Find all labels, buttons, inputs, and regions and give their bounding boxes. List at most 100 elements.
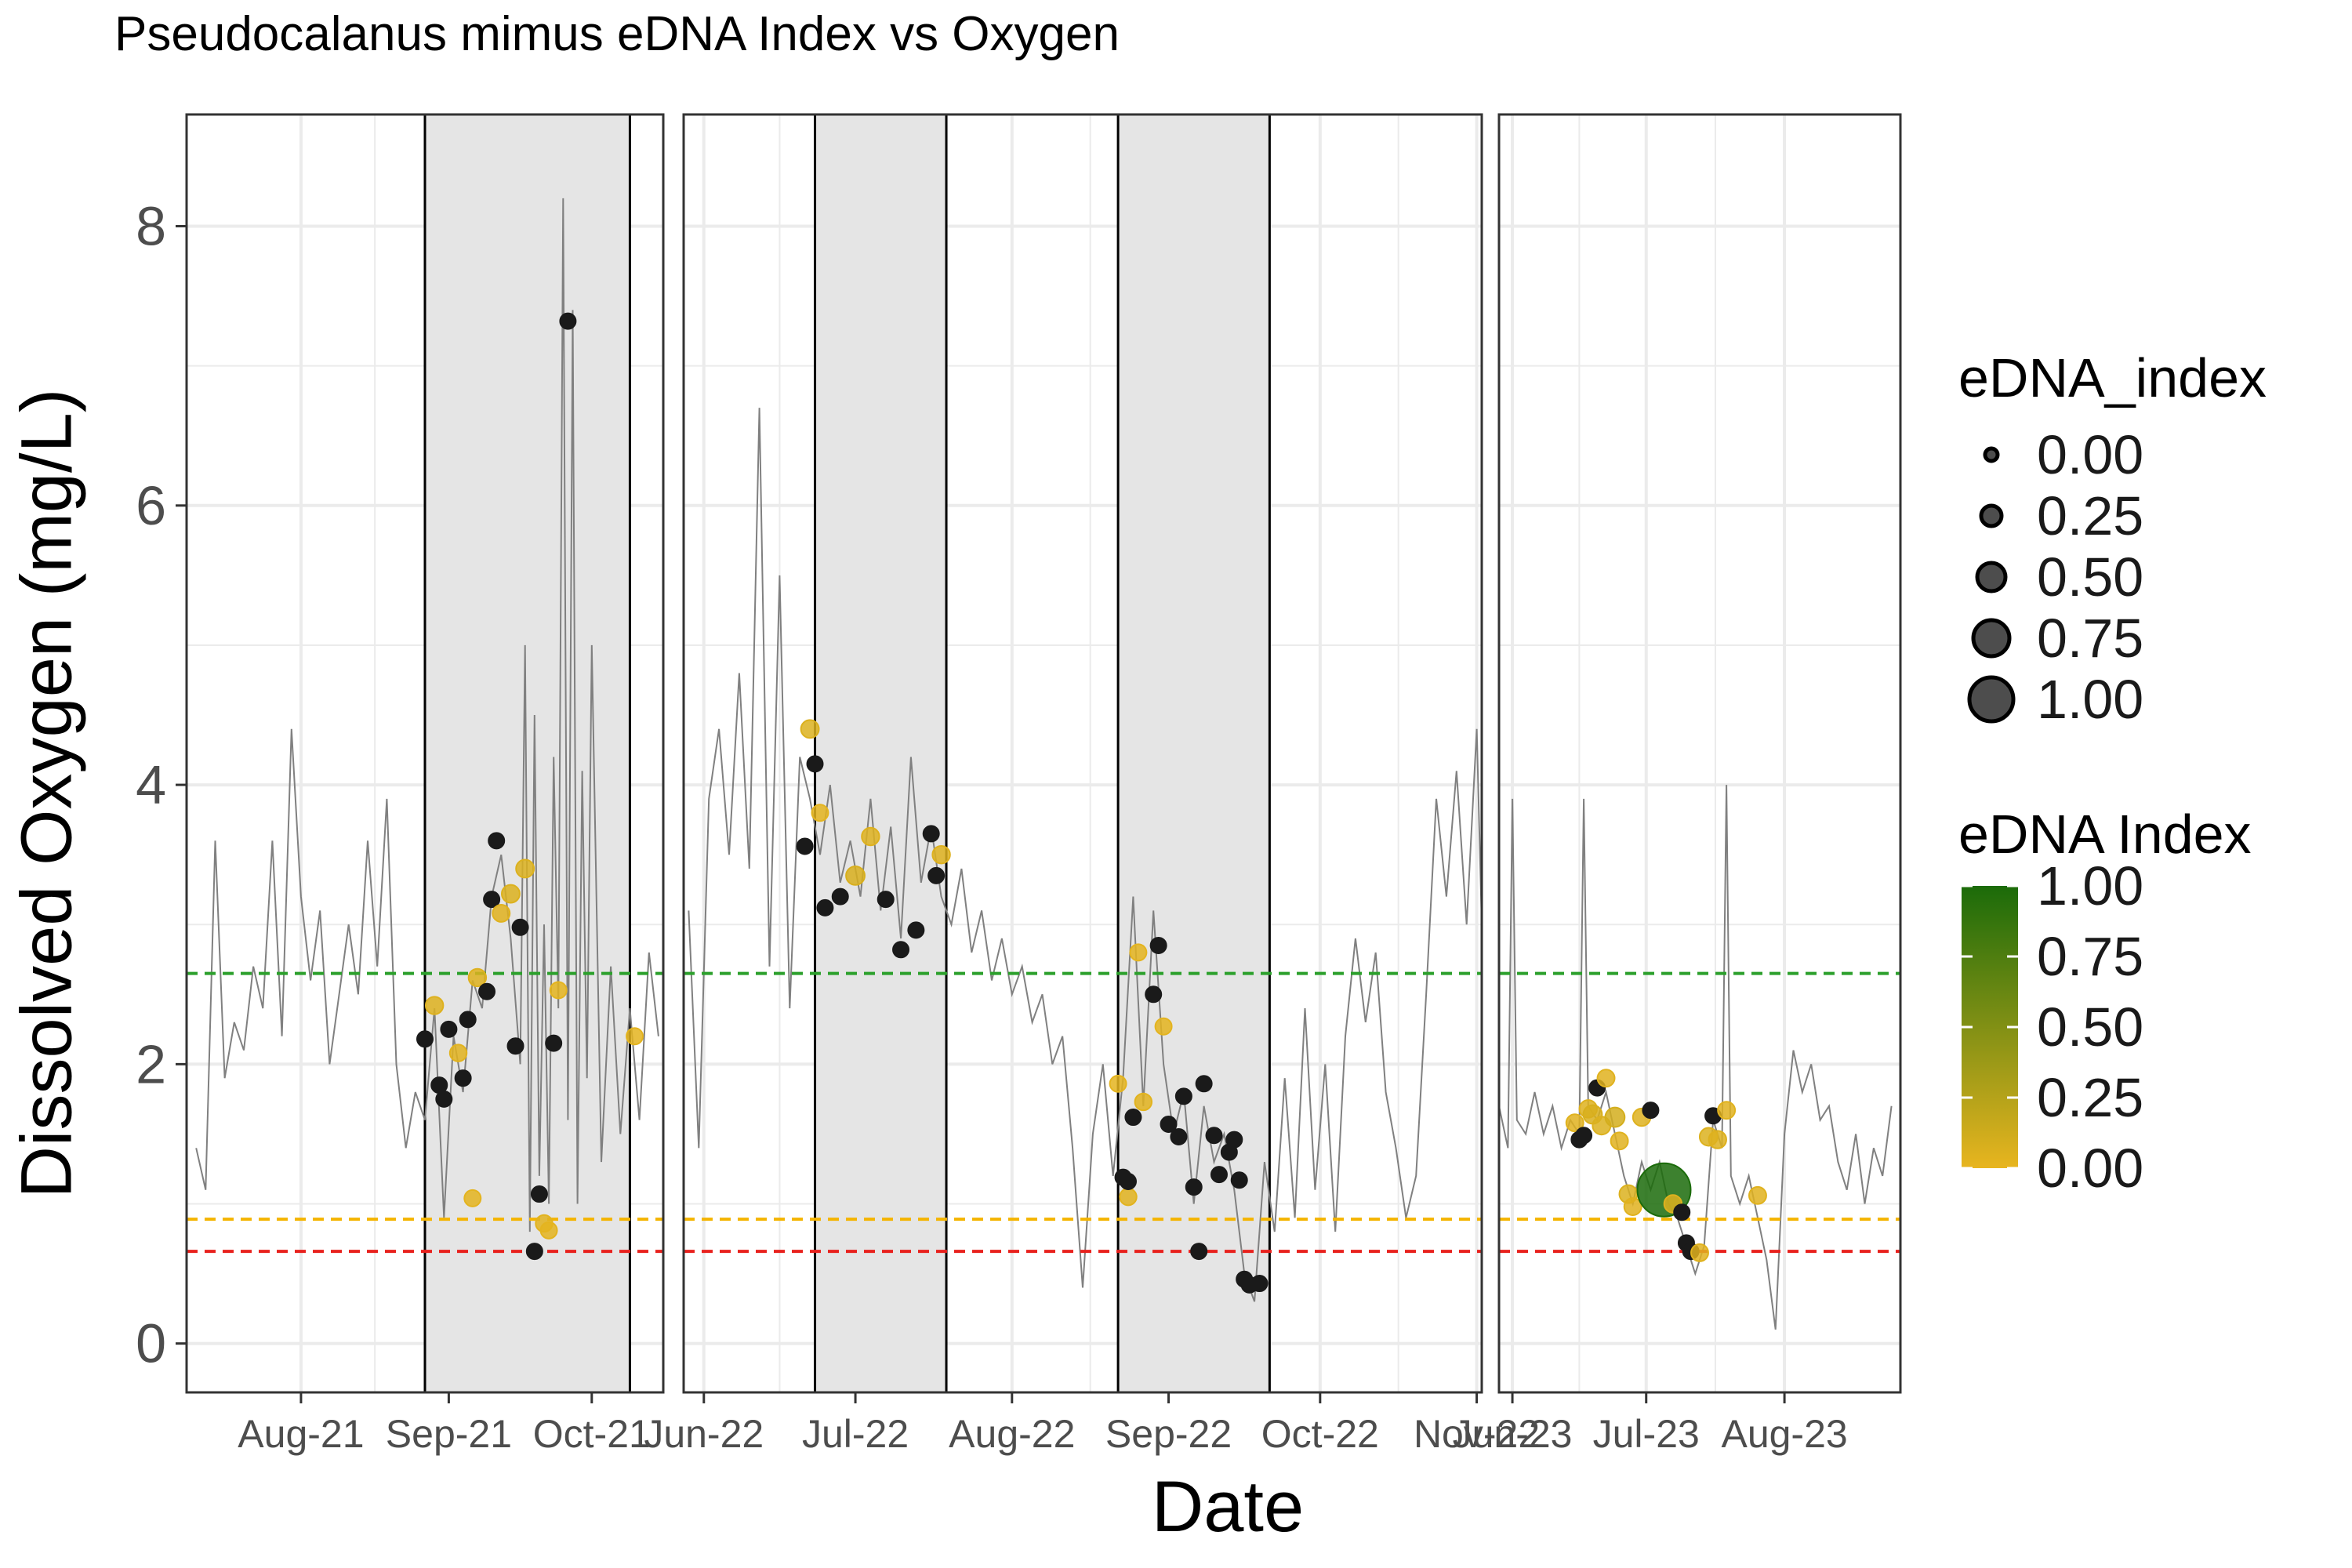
data-point — [467, 967, 488, 988]
size-legend-key — [1983, 446, 2000, 463]
data-point — [1230, 1171, 1248, 1189]
colorbar-label: 1.00 — [2037, 855, 2144, 916]
y-tick-label: 8 — [136, 196, 166, 257]
x-tick-label: Jun-23 — [1453, 1412, 1573, 1456]
colorbar-label: 0.50 — [2037, 996, 2144, 1058]
data-point — [511, 918, 529, 936]
y-tick-label: 6 — [136, 475, 166, 536]
data-point — [530, 1185, 548, 1203]
data-point — [1708, 1130, 1727, 1149]
data-point — [1154, 1017, 1173, 1036]
data-point — [1205, 1127, 1223, 1145]
data-point — [1109, 1074, 1127, 1093]
data-point — [1124, 1109, 1142, 1127]
size-legend-label: 0.00 — [2037, 424, 2144, 485]
panel-background — [684, 114, 1482, 1392]
data-point — [1225, 1131, 1243, 1149]
colorbar-label: 0.00 — [2037, 1138, 2144, 1199]
data-point — [501, 884, 521, 904]
data-point — [1565, 1113, 1584, 1133]
data-point — [1623, 1197, 1642, 1217]
data-point — [424, 996, 445, 1015]
data-point — [549, 981, 568, 1000]
data-point — [877, 891, 895, 909]
x-tick-label: Jun-22 — [644, 1412, 764, 1456]
data-point — [892, 941, 910, 959]
size-legend-label: 0.25 — [2037, 485, 2144, 546]
x-axis-label: Date — [1151, 1467, 1305, 1547]
data-point — [539, 1221, 558, 1240]
data-point — [1250, 1275, 1269, 1293]
panel-border — [1497, 113, 1902, 1394]
panel-border — [185, 113, 665, 1394]
data-point — [1748, 1185, 1767, 1205]
data-point — [478, 982, 496, 1000]
x-tick-label: Aug-22 — [949, 1412, 1075, 1456]
color-legend-title: eDNA Index — [1958, 804, 2252, 865]
data-point — [506, 1037, 524, 1055]
data-point — [922, 825, 940, 843]
data-point — [559, 312, 577, 330]
x-tick-label: Oct-21 — [533, 1412, 651, 1456]
panel-background — [1499, 114, 1900, 1392]
data-point — [1610, 1131, 1629, 1151]
x-tick-label: Oct-22 — [1261, 1412, 1379, 1456]
x-tick-label: Nov-22 — [1414, 1412, 1540, 1456]
y-tick-label: 4 — [136, 754, 166, 815]
shaded-window — [815, 114, 947, 1392]
data-point — [831, 887, 849, 906]
oxygen-series-line — [195, 198, 659, 1232]
size-legend-key — [1971, 618, 2012, 659]
data-point — [1642, 1102, 1660, 1120]
x-tick-label: Sep-21 — [386, 1412, 512, 1456]
data-point — [1119, 1187, 1138, 1207]
data-point — [1149, 936, 1167, 954]
data-point — [1195, 1075, 1213, 1093]
chart-title: Pseudocalanus mimus eDNA Index vs Oxygen — [114, 7, 1120, 61]
data-point — [463, 1189, 482, 1207]
x-tick-label: Jul-22 — [802, 1412, 909, 1456]
data-point — [1690, 1243, 1709, 1262]
size-legend-key — [1979, 503, 2004, 528]
x-tick-label: Jul-23 — [1593, 1412, 1700, 1456]
data-point — [488, 832, 506, 850]
data-point — [927, 866, 946, 884]
y-tick-label: 0 — [136, 1313, 166, 1374]
x-tick-label: Aug-21 — [238, 1412, 364, 1456]
size-legend-title: eDNA_index — [1958, 347, 2267, 408]
data-point — [626, 1027, 644, 1046]
data-point — [1129, 943, 1148, 962]
data-point — [1174, 1087, 1192, 1105]
data-point — [1160, 1115, 1178, 1133]
data-point — [483, 891, 501, 909]
data-point — [816, 898, 834, 916]
data-point — [1210, 1166, 1228, 1184]
y-tick-label: 2 — [136, 1033, 166, 1094]
data-point — [1604, 1106, 1626, 1128]
panel-border — [682, 113, 1483, 1394]
data-point — [1185, 1178, 1203, 1196]
data-point — [907, 921, 925, 939]
data-point — [800, 719, 820, 739]
data-point — [1170, 1128, 1188, 1145]
size-legend-label: 1.00 — [2037, 669, 2144, 730]
colorbar-label: 0.25 — [2037, 1067, 2144, 1128]
x-tick-label: Sep-22 — [1105, 1412, 1232, 1456]
data-point — [1119, 1173, 1137, 1191]
size-legend-key — [1967, 675, 2016, 724]
size-legend-key — [1975, 561, 2008, 593]
data-point — [448, 1044, 468, 1062]
colorbar-label: 0.75 — [2037, 926, 2144, 987]
data-point — [440, 1020, 458, 1038]
data-point — [1673, 1203, 1691, 1221]
data-point — [1575, 1127, 1593, 1145]
y-axis-label: Dissolved Oxygen (mg/L) — [6, 388, 87, 1199]
data-point — [435, 1090, 453, 1108]
data-point — [1717, 1101, 1737, 1120]
data-point — [1596, 1069, 1616, 1088]
x-tick-label: Aug-23 — [1721, 1412, 1847, 1456]
size-legend-label: 0.75 — [2037, 608, 2144, 669]
data-point — [806, 755, 824, 773]
